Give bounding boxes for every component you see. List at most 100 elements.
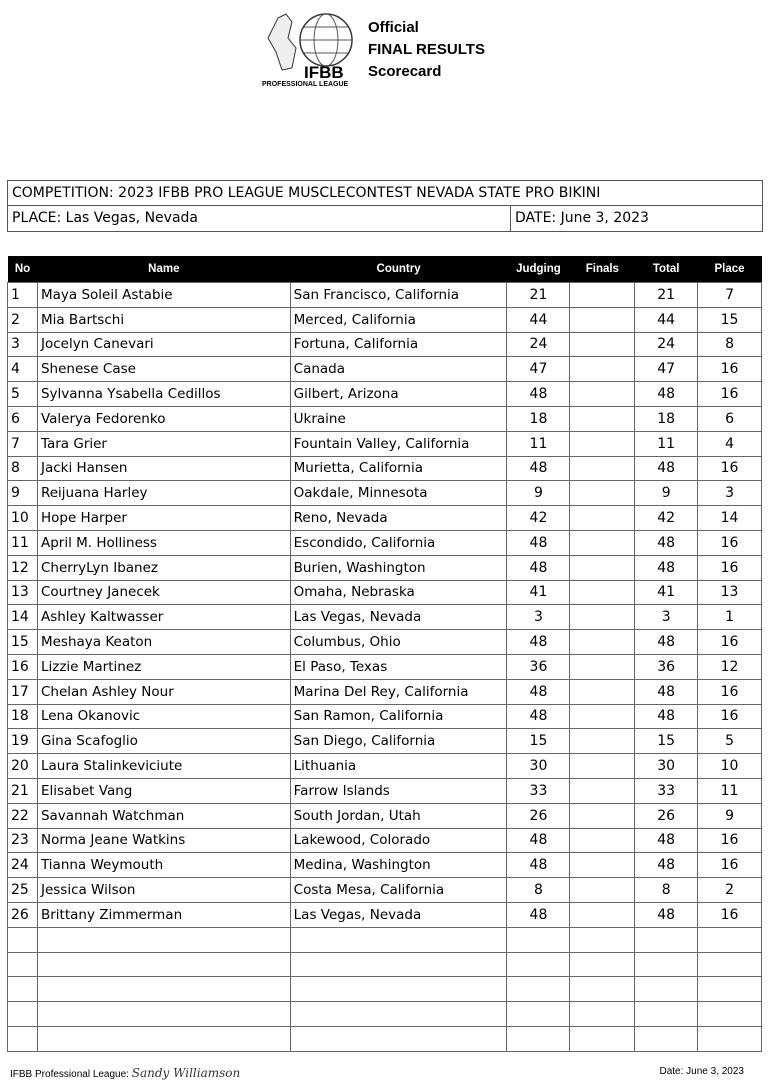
cell-place: 11 — [697, 777, 762, 804]
cell-country: San Francisco, California — [289, 282, 508, 308]
cell-judging: 48 — [506, 455, 571, 482]
cell-no: 4 — [7, 356, 38, 383]
table-row: 21 Elisabet Vang Farrow Islands 33 33 11 — [7, 777, 762, 804]
scorecard-heading: Official FINAL RESULTS Scorecard — [368, 19, 485, 80]
cell-place: 16 — [697, 455, 762, 482]
cell-no: 6 — [7, 405, 38, 432]
cell-total: 30 — [634, 753, 699, 779]
cell-country: Farrow Islands — [289, 777, 508, 804]
table-row: 20 Laura Stalinkeviciute Lithuania 30 30 10 — [7, 753, 762, 779]
cell-total: 8 — [634, 877, 699, 903]
table-row: 26 Brittany Zimmerman Las Vegas, Nevada 48 4… — [7, 901, 762, 928]
cell-judging: 33 — [506, 777, 571, 804]
cell-place: 4 — [697, 430, 762, 457]
cell-name: Jocelyn Canevari — [36, 331, 291, 358]
cell-finals — [569, 554, 636, 581]
cell-judging: 30 — [506, 753, 571, 779]
cell-no: 10 — [7, 505, 38, 531]
table-row: 16 Lizzie Martinez El Paso, Texas 36 36 12 — [7, 653, 762, 680]
cell-total: 48 — [634, 827, 699, 854]
cell-judging: 48 — [506, 554, 571, 581]
cell-no: 1 — [7, 282, 38, 308]
cell-judging: 11 — [506, 430, 571, 457]
cell-place: 15 — [697, 306, 762, 333]
cell-finals — [569, 901, 636, 928]
cell-country: Escondido, California — [289, 529, 508, 556]
table-row: 11 April M. Holliness Escondido, Californi… — [7, 529, 762, 556]
cell-finals — [569, 1025, 636, 1052]
cell-name: Meshaya Keaton — [36, 629, 291, 655]
cell-place: 16 — [697, 529, 762, 556]
cell-name — [36, 951, 291, 978]
cell-judging: 44 — [506, 306, 571, 333]
competition-date: DATE: June 3, 2023 — [515, 210, 649, 226]
cell-place: 16 — [697, 901, 762, 928]
cell-place: 14 — [697, 505, 762, 531]
cell-place: 13 — [697, 579, 762, 606]
cell-finals — [569, 827, 636, 854]
table-row: 1 Maya Soleil Astabie San Francisco, Calif… — [7, 282, 762, 308]
cell-country: Burien, Washington — [289, 554, 508, 581]
cell-country: Fortuna, California — [289, 331, 508, 358]
cell-place: 9 — [697, 802, 762, 829]
table-row: 22 Savannah Watchman South Jordan, Utah 26 2… — [7, 802, 762, 829]
cell-judging: 48 — [506, 629, 571, 655]
cell-finals — [569, 852, 636, 879]
cell-country: Medina, Washington — [289, 852, 508, 879]
cell-place: 2 — [697, 877, 762, 903]
cell-total — [634, 1025, 699, 1052]
cell-judging: 48 — [506, 703, 571, 730]
cell-country: South Jordan, Utah — [289, 802, 508, 829]
cell-name: Mia Bartschi — [36, 306, 291, 333]
cell-finals — [569, 505, 636, 531]
cell-no: 3 — [7, 331, 38, 358]
cell-no — [7, 1001, 38, 1027]
column-header: Total — [634, 256, 698, 283]
cell-total: 18 — [634, 405, 699, 432]
cell-judging: 21 — [506, 282, 571, 308]
cell-name: Lizzie Martinez — [36, 653, 291, 680]
cell-country: Las Vegas, Nevada — [289, 901, 508, 928]
cell-finals — [569, 430, 636, 457]
ifbb-logo: IFBB PROFESSIONAL LEAGUE — [262, 13, 353, 88]
cell-country — [289, 1001, 508, 1027]
cell-judging: 48 — [506, 827, 571, 854]
cell-country: Las Vegas, Nevada — [289, 604, 508, 631]
cell-total: 9 — [634, 480, 699, 507]
table-row: 18 Lena Okanovic San Ramon, California 48 48… — [7, 703, 762, 730]
cell-country: San Diego, California — [289, 728, 508, 755]
table-row: 15 Meshaya Keaton Columbus, Ohio 48 48 16 — [7, 629, 762, 655]
cell-country: El Paso, Texas — [289, 653, 508, 680]
cell-total: 42 — [634, 505, 699, 531]
cell-country: Canada — [289, 356, 508, 383]
cell-no: 25 — [7, 877, 38, 903]
cell-place — [697, 926, 762, 953]
competition-info: COMPETITION: 2023 IFBB PRO LEAGUE MUSCLE… — [7, 180, 763, 232]
cell-judging: 26 — [506, 802, 571, 829]
cell-name: April M. Holliness — [36, 529, 291, 556]
cell-judging: 24 — [506, 331, 571, 358]
cell-total: 48 — [634, 678, 699, 705]
cell-no: 11 — [7, 529, 38, 556]
cell-no: 24 — [7, 852, 38, 879]
cell-judging — [506, 1001, 571, 1027]
competition-name: COMPETITION: 2023 IFBB PRO LEAGUE MUSCLE… — [8, 181, 762, 206]
cell-judging: 48 — [506, 529, 571, 556]
cell-place — [697, 951, 762, 978]
svg-text:PROFESSIONAL LEAGUE: PROFESSIONAL LEAGUE — [262, 81, 349, 88]
results-table: No Name Country Judging Finals Total Place 1 Ma… — [7, 256, 762, 1052]
cell-no: 7 — [7, 430, 38, 457]
cell-name: Maya Soleil Astabie — [36, 282, 291, 308]
cell-name: Shenese Case — [36, 356, 291, 383]
cell-no: 12 — [7, 554, 38, 581]
cell-place: 16 — [697, 703, 762, 730]
table-row: 23 Norma Jeane Watkins Lakewood, Colorado 4… — [7, 827, 762, 854]
svg-text:IFBB: IFBB — [304, 63, 344, 82]
cell-place: 16 — [697, 381, 762, 407]
cell-no: 21 — [7, 777, 38, 804]
cell-name: Jacki Hansen — [36, 455, 291, 482]
cell-total: 21 — [634, 282, 699, 308]
empty-row — [7, 951, 762, 978]
cell-total: 48 — [634, 554, 699, 581]
